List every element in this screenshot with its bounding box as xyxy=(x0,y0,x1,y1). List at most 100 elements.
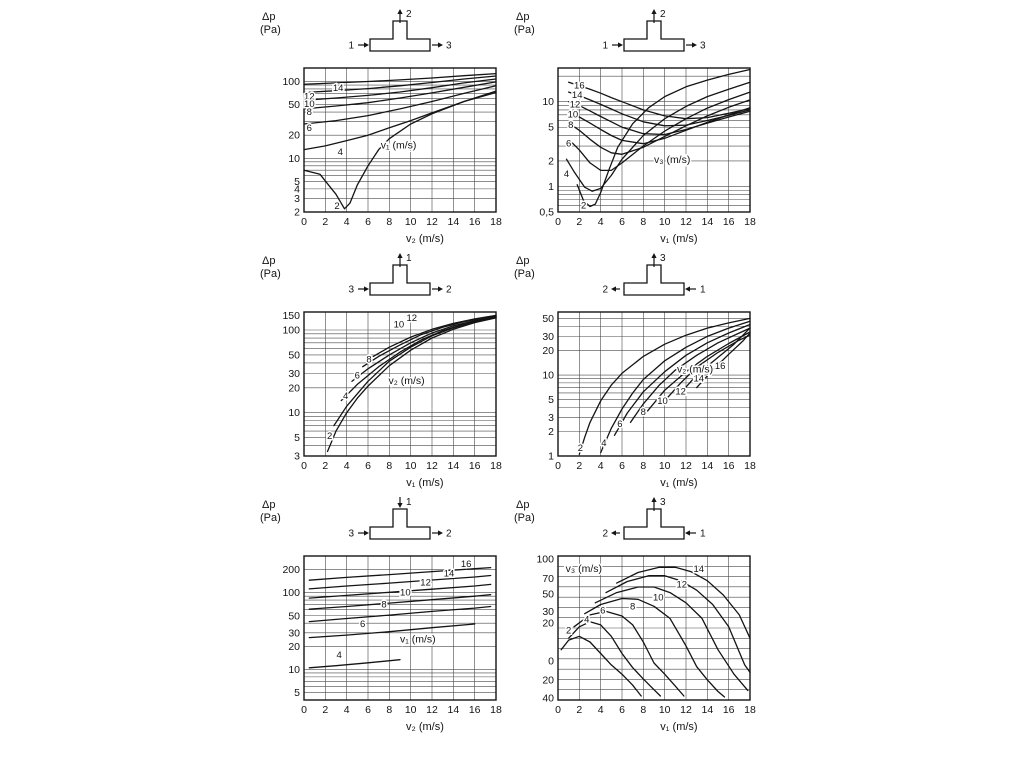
svg-text:6: 6 xyxy=(619,460,625,472)
svg-text:16: 16 xyxy=(461,559,472,570)
svg-text:18: 18 xyxy=(744,704,756,716)
svg-text:12: 12 xyxy=(406,313,417,324)
svg-text:1: 1 xyxy=(406,253,412,264)
svg-text:Δp: Δp xyxy=(516,499,529,511)
svg-text:8: 8 xyxy=(640,704,646,716)
svg-text:100: 100 xyxy=(282,587,300,599)
svg-text:v₂ (m/s): v₂ (m/s) xyxy=(406,233,444,245)
svg-text:3: 3 xyxy=(294,193,300,205)
svg-text:200: 200 xyxy=(282,564,300,576)
svg-text:(Pa): (Pa) xyxy=(260,512,281,524)
svg-text:10: 10 xyxy=(657,396,668,407)
y-tick-labels: 200 100 50 30 20 10 5 xyxy=(282,564,300,699)
svg-text:10: 10 xyxy=(653,593,664,604)
svg-text:8: 8 xyxy=(386,704,392,716)
svg-text:8: 8 xyxy=(366,354,371,365)
svg-text:6: 6 xyxy=(617,419,622,430)
svg-text:4: 4 xyxy=(564,169,569,180)
svg-text:3: 3 xyxy=(660,497,666,508)
svg-text:8: 8 xyxy=(386,460,392,472)
svg-text:10: 10 xyxy=(405,460,417,472)
tee-inset-diagram: 1 3 2 xyxy=(348,253,452,296)
svg-text:2: 2 xyxy=(602,529,608,540)
svg-text:4: 4 xyxy=(344,216,350,228)
svg-text:0: 0 xyxy=(548,656,554,668)
svg-text:18: 18 xyxy=(490,704,502,716)
svg-text:50: 50 xyxy=(288,610,300,622)
grid xyxy=(557,555,751,701)
svg-text:4: 4 xyxy=(337,650,342,661)
svg-text:6: 6 xyxy=(360,619,365,630)
svg-text:3: 3 xyxy=(548,412,554,424)
svg-text:v₁ (m/s): v₁ (m/s) xyxy=(660,721,697,733)
svg-text:Δp: Δp xyxy=(262,499,275,511)
svg-text:10: 10 xyxy=(542,96,554,108)
svg-text:v₁ (m/s): v₁ (m/s) xyxy=(406,477,443,489)
svg-text:20: 20 xyxy=(288,130,300,142)
svg-text:10: 10 xyxy=(288,407,300,419)
svg-text:100: 100 xyxy=(282,324,300,336)
svg-text:2: 2 xyxy=(548,155,554,167)
svg-text:14: 14 xyxy=(447,216,459,228)
grid xyxy=(557,67,751,213)
svg-text:4: 4 xyxy=(344,704,350,716)
svg-text:14: 14 xyxy=(701,704,713,716)
svg-text:1: 1 xyxy=(700,529,706,540)
svg-text:10: 10 xyxy=(400,588,411,599)
svg-text:1: 1 xyxy=(406,497,412,508)
svg-text:20: 20 xyxy=(542,617,554,629)
svg-text:v₂ (m/s): v₂ (m/s) xyxy=(388,375,424,387)
svg-text:12: 12 xyxy=(426,460,438,472)
svg-text:10: 10 xyxy=(304,99,315,110)
svg-text:0: 0 xyxy=(555,216,561,228)
tee-inset-diagram: 1 3 2 xyxy=(348,497,452,540)
svg-text:10: 10 xyxy=(542,370,554,382)
svg-text:1: 1 xyxy=(548,181,554,193)
svg-text:18: 18 xyxy=(744,460,756,472)
svg-text:20: 20 xyxy=(288,641,300,653)
svg-text:4: 4 xyxy=(598,704,604,716)
svg-text:4: 4 xyxy=(601,438,606,449)
svg-text:6: 6 xyxy=(619,216,625,228)
svg-text:5: 5 xyxy=(548,394,554,406)
svg-text:2: 2 xyxy=(581,200,586,211)
svg-text:3: 3 xyxy=(294,451,300,463)
chart-tee-inflow-top-vs-v2: 16 14 12 10 8 6 4 v₁ (m/s) 200 100 50 30 20 10 5 0 2 4 6 8 1… xyxy=(258,494,510,746)
svg-text:4: 4 xyxy=(584,615,589,626)
svg-text:1: 1 xyxy=(548,451,554,463)
svg-text:18: 18 xyxy=(490,460,502,472)
curve-labels: 2 46 8 10 12 14 16 xyxy=(576,359,727,455)
svg-text:v₁ (m/s): v₁ (m/s) xyxy=(660,477,697,489)
svg-text:30: 30 xyxy=(288,368,300,380)
svg-text:6: 6 xyxy=(566,139,571,150)
x-tick-labels: 0 2 4 6 8 10 12 14 16 18 xyxy=(555,460,756,472)
svg-text:6: 6 xyxy=(619,704,625,716)
svg-text:2: 2 xyxy=(576,460,582,472)
svg-text:v₁ (m/s): v₁ (m/s) xyxy=(381,140,417,152)
svg-text:14: 14 xyxy=(701,216,713,228)
svg-text:30: 30 xyxy=(542,331,554,343)
chart-tee-branch-up-1to3-vs-v2: 14 12 10 8 6 4 2 v₁ (m/s) 100 50 20 10 5 4 3 2 0 2 4 6 8 10 12… xyxy=(258,6,510,258)
svg-text:20: 20 xyxy=(542,345,554,357)
svg-text:8: 8 xyxy=(381,600,386,611)
svg-text:2: 2 xyxy=(660,9,666,20)
svg-text:2: 2 xyxy=(294,207,300,219)
svg-text:0: 0 xyxy=(301,704,307,716)
svg-text:16: 16 xyxy=(723,704,735,716)
svg-text:6: 6 xyxy=(600,606,605,617)
svg-text:8: 8 xyxy=(630,601,635,612)
curves xyxy=(308,566,492,669)
svg-text:(Pa): (Pa) xyxy=(514,268,535,280)
svg-text:12: 12 xyxy=(675,386,686,397)
svg-text:50: 50 xyxy=(542,589,554,601)
svg-text:(Pa): (Pa) xyxy=(514,24,535,36)
svg-text:3: 3 xyxy=(348,529,354,540)
svg-text:20: 20 xyxy=(542,674,554,686)
svg-text:6: 6 xyxy=(365,704,371,716)
svg-text:3: 3 xyxy=(700,41,706,52)
